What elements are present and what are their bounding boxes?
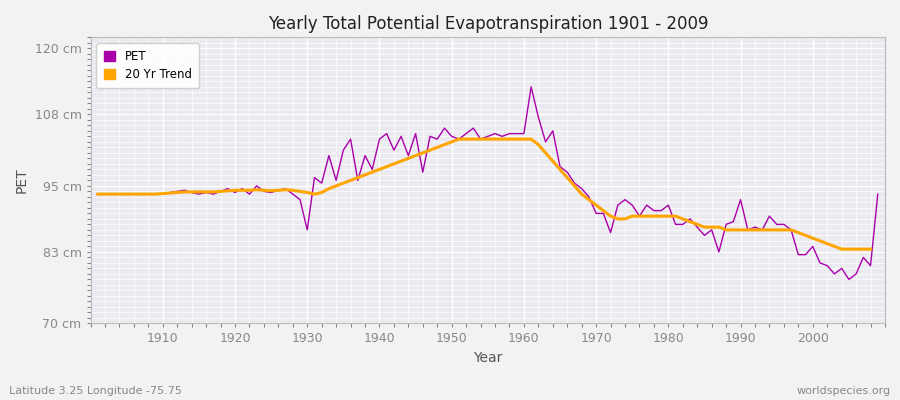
PET [93,192,104,196]
Title: Yearly Total Potential Evapotranspiration 1901 - 2009: Yearly Total Potential Evapotranspiratio… [267,15,708,33]
20 Yr Trend [605,214,616,218]
PET [309,175,320,180]
PET [511,131,522,136]
PET [872,192,883,196]
PET [150,192,161,196]
X-axis label: Year: Year [473,351,502,365]
Line: PET: PET [98,87,878,280]
PET [526,84,536,89]
20 Yr Trend [511,137,522,142]
Legend: PET, 20 Yr Trend: PET, 20 Yr Trend [96,43,199,88]
20 Yr Trend [518,137,529,142]
PET [843,277,854,282]
20 Yr Trend [150,192,161,196]
Line: 20 Yr Trend: 20 Yr Trend [98,139,870,249]
Y-axis label: PET: PET [15,168,29,193]
PET [353,178,364,183]
20 Yr Trend [93,192,104,196]
PET [518,131,529,136]
PET [612,203,623,208]
Text: Latitude 3.25 Longitude -75.75: Latitude 3.25 Longitude -75.75 [9,386,182,396]
20 Yr Trend [353,175,364,180]
20 Yr Trend [309,192,320,196]
Text: worldspecies.org: worldspecies.org [796,386,891,396]
